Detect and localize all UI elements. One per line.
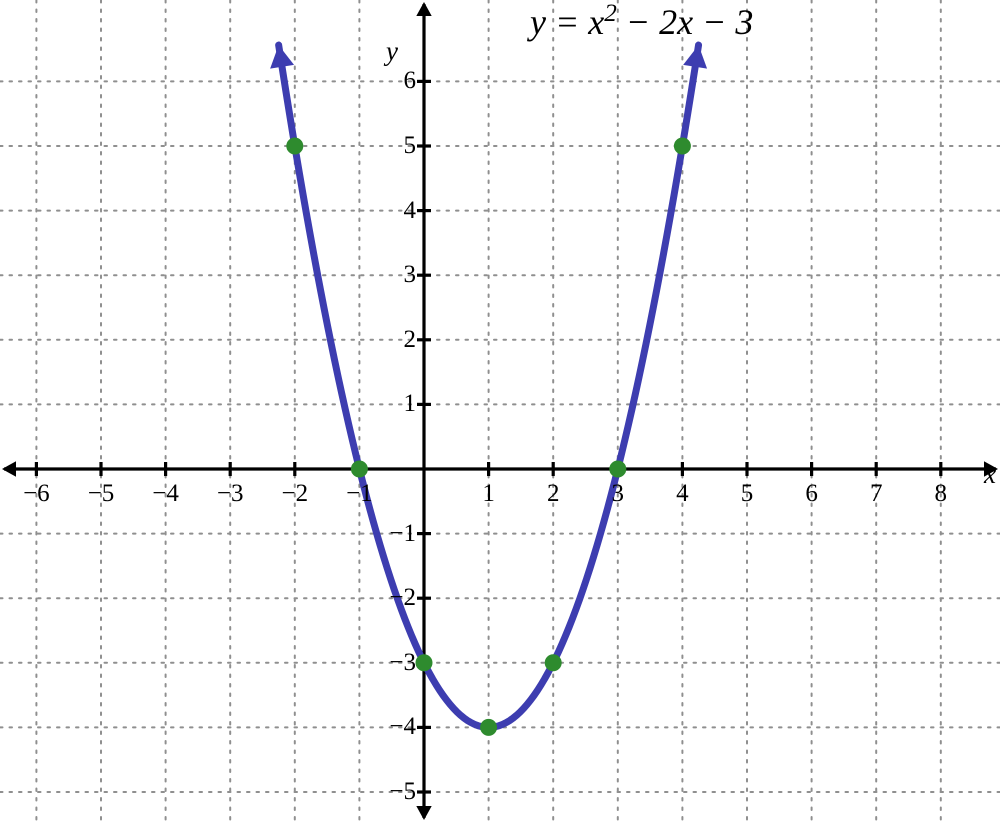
tick-label: −4 (141, 479, 191, 509)
tick-label: 2 (528, 479, 578, 509)
tick-label: 4 (657, 479, 707, 509)
tick-label: 6 (787, 479, 837, 509)
tick-label: −5 (372, 777, 416, 807)
tick-label: −1 (334, 479, 384, 509)
equation-label: y = x2 − 2x − 3 (530, 0, 753, 43)
chart-container: y x y = x2 − 2x − 3 −6−5−4−3−2−112345678… (0, 0, 1000, 822)
tick-label: 3 (372, 260, 416, 290)
tick-label: 5 (722, 479, 772, 509)
tick-label: −6 (11, 479, 61, 509)
tick-label: 5 (372, 131, 416, 161)
y-axis-label: y (386, 36, 398, 67)
parabola-plot (0, 0, 1000, 822)
tick-label: 7 (851, 479, 901, 509)
tick-label: 1 (464, 479, 514, 509)
tick-label: −2 (372, 583, 416, 613)
tick-label: −5 (76, 479, 126, 509)
tick-label: −2 (270, 479, 320, 509)
tick-label: 3 (593, 479, 643, 509)
tick-label: 6 (372, 66, 416, 96)
tick-label: −1 (372, 519, 416, 549)
tick-label: −3 (372, 648, 416, 678)
tick-label: 1 (372, 389, 416, 419)
tick-label: −4 (372, 712, 416, 742)
tick-label: 2 (372, 325, 416, 355)
tick-label: 4 (372, 196, 416, 226)
tick-label: −3 (205, 479, 255, 509)
x-axis-label: x (984, 459, 996, 490)
tick-label: 8 (916, 479, 966, 509)
